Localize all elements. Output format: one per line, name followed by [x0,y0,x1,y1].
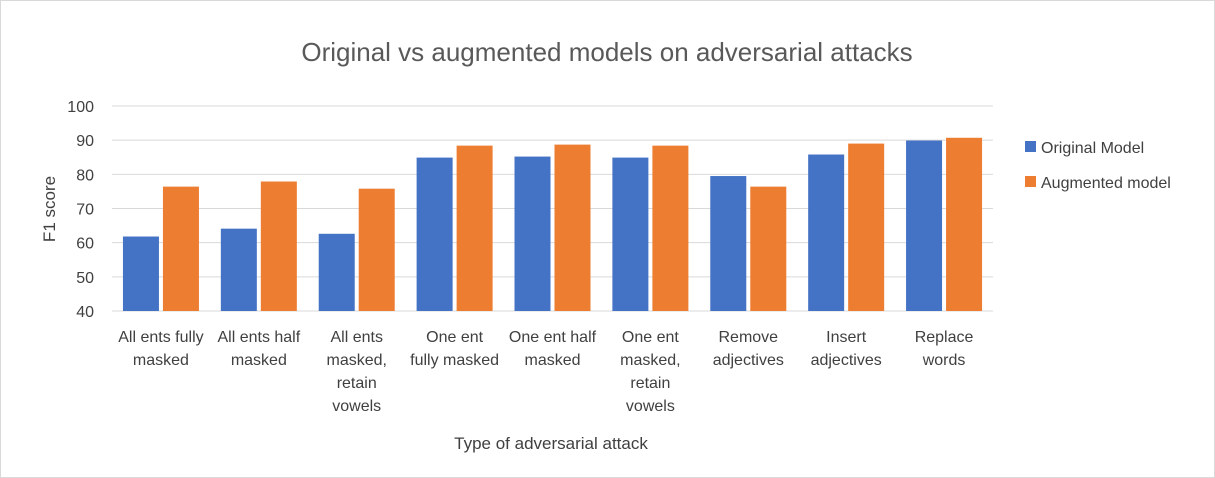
y-tick-label: 70 [76,202,94,219]
bar-augmented [652,145,689,311]
x-tick-label: masked [133,352,189,369]
legend-label: Original Model [1041,140,1144,157]
y-tick-label: 100 [67,99,94,116]
x-tick-label: All ents [330,329,382,346]
x-tick-label: masked, [620,352,680,369]
y-tick-label: 50 [76,270,94,287]
x-tick-label: One ent half [509,329,597,346]
x-tick-label: retain [630,375,670,392]
bar-augmented [456,145,493,311]
bar-augmented [946,137,983,311]
bar-original [514,156,551,311]
x-axis-title: Type of adversarial attack [454,434,648,453]
chart-title: Original vs augmented models on adversar… [301,37,912,67]
x-tick-label: fully masked [410,352,499,369]
x-tick-label: adjectives [713,352,784,369]
x-tick-label: One ent [622,329,679,346]
x-tick-label: words [922,352,966,369]
bar-augmented [554,144,591,311]
bar-augmented [162,186,199,311]
x-tick-label: vowels [626,398,675,415]
y-tick-label: 90 [76,133,94,150]
x-tick-label: masked [524,352,580,369]
y-tick-label: 40 [76,304,94,321]
grid-layer: 40 50 60 70 80 90 100 [67,99,993,321]
bars-layer [122,137,983,311]
bar-original [710,176,747,311]
x-tick-label: All ents half [217,329,300,346]
legend-label: Augmented model [1041,175,1171,192]
y-tick-label: 60 [76,236,94,253]
legend-swatch [1025,176,1036,187]
bar-original [612,157,649,311]
bar-original [122,236,159,311]
bar-original [416,157,453,311]
x-tick-label: adjectives [811,352,882,369]
bar-original [220,228,257,311]
bar-original [906,140,943,311]
x-tick-label: retain [337,375,377,392]
bar-original [318,233,355,311]
legend: Original Model Augmented model [1025,140,1171,192]
x-tick-label: One ent [426,329,483,346]
x-tick-label: vowels [332,398,381,415]
legend-swatch [1025,141,1036,152]
bar-augmented [848,143,885,311]
x-tick-labels: All ents fully masked All ents half masked A… [118,329,973,415]
x-tick-label: All ents fully [118,329,203,346]
y-axis-title: F1 score [40,176,59,242]
x-tick-label: Remove [718,329,778,346]
x-tick-label: masked, [326,352,386,369]
x-tick-label: masked [231,352,287,369]
y-tick-label: 80 [76,167,94,184]
bar-augmented [750,186,787,311]
bar-augmented [260,181,297,311]
bar-augmented [358,188,395,311]
x-tick-label: Replace [915,329,974,346]
bar-original [808,154,845,311]
x-tick-label: Insert [826,329,867,346]
